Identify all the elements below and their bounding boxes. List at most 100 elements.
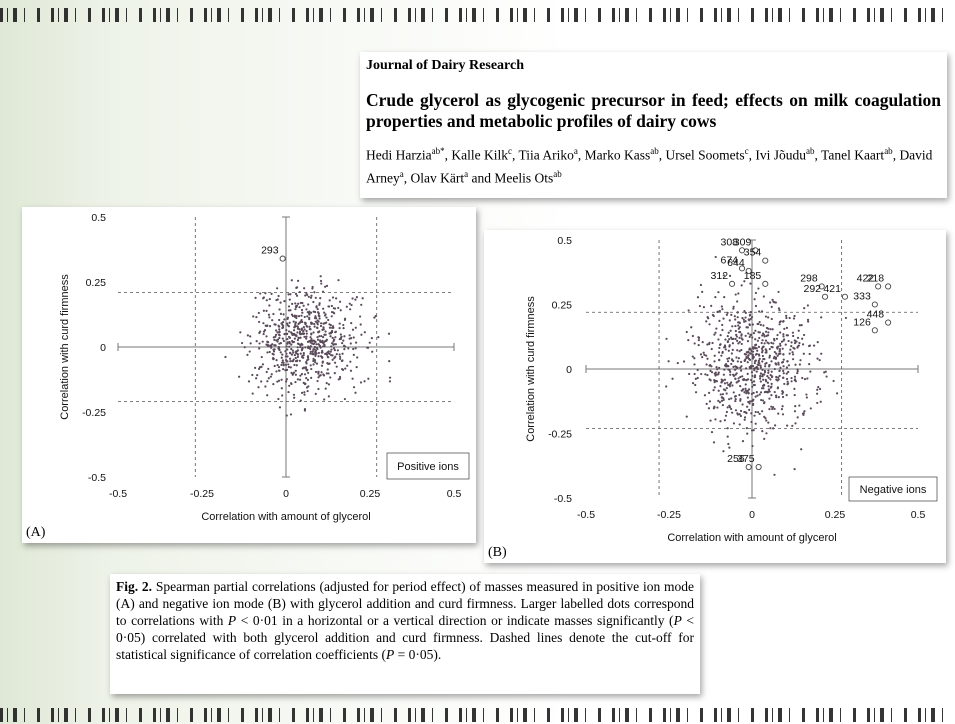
data-point [770,360,773,363]
data-point [757,322,760,326]
data-point [240,341,244,345]
data-point [308,325,311,328]
data-point [246,353,249,357]
data-point [724,348,727,351]
data-point [773,390,776,394]
data-point [278,328,281,331]
data-point [665,385,668,388]
data-point [808,344,811,348]
data-point [771,407,774,411]
data-point [722,317,725,320]
data-point [295,294,299,297]
data-point [286,348,289,351]
data-point [341,341,344,345]
data-point [726,427,729,430]
data-point [346,364,349,367]
data-point [327,395,330,398]
data-point [717,399,720,403]
data-point [286,360,289,363]
data-point [802,333,806,337]
data-point [748,400,752,403]
data-point [747,388,751,391]
data-point [272,358,275,361]
figure-panel-a: -0.5 -0.25 0 0.25 0.5 0.5 0.25 0 -0.25 -0.5 Correl… [22,207,476,543]
data-point [258,320,261,324]
data-point [309,350,312,353]
data-point [291,314,295,318]
data-point [803,377,807,381]
data-point [817,385,820,389]
data-point [691,355,694,358]
x-tick-label: 0.25 [825,509,846,521]
data-point [794,422,797,425]
data-point [239,331,242,334]
data-point [744,367,748,370]
data-point [334,336,337,339]
data-point [268,304,271,307]
author-list: Hedi Harziaab*, Kalle Kilkc, Tiia Arikoa… [366,146,933,185]
data-point [224,355,227,359]
data-point [303,393,306,396]
data-point [789,348,792,351]
author-affiliation: c [744,146,749,156]
data-point [300,327,304,330]
data-point [754,410,757,414]
point-label: 354 [744,247,762,259]
data-point [731,325,734,328]
legend-label: Positive ions [397,461,459,473]
data-point [259,292,262,295]
data-point [388,380,392,383]
data-point [754,343,758,346]
point-label: 312 [711,270,729,282]
data-point [322,326,325,329]
y-tick-label: -0.25 [548,429,572,441]
data-point [779,320,782,323]
caption-text-3: < 0·05) correlated with both glycerol ad… [116,613,694,662]
data-point [746,326,749,329]
data-point [320,371,323,374]
x-tick-label: 0.5 [447,488,462,500]
data-point [272,383,275,386]
data-point [731,358,734,362]
data-point [262,296,266,299]
data-point [248,350,251,353]
data-point [746,396,749,399]
data-point [764,378,767,381]
data-point [294,333,297,337]
data-point [325,339,328,342]
data-point [316,338,320,341]
data-point [753,375,757,379]
caption-p-3: P [386,647,395,662]
y-tick-label: -0.5 [554,493,572,505]
data-point [294,356,297,360]
data-point [314,361,317,364]
data-point [361,297,364,300]
data-point [704,373,707,376]
data-point [348,302,351,305]
data-point [312,331,315,334]
data-point [315,362,319,365]
data-point [296,331,299,334]
data-point [780,340,784,343]
labelled-point [745,463,752,471]
data-point [303,391,306,394]
panel-label-b: (B) [488,545,507,560]
data-point [727,442,730,446]
data-point [755,365,758,369]
data-point [337,306,340,310]
data-point [287,309,291,312]
data-point [767,316,770,319]
data-point [257,386,260,389]
data-point [333,349,337,352]
data-point [746,340,750,343]
scatter-plot-positive-ions: -0.5 -0.25 0 0.25 0.5 0.5 0.25 0 -0.25 -0.5 Correl… [59,212,470,523]
data-point [246,334,249,337]
data-point [708,323,711,326]
data-point [309,336,312,339]
data-point [289,293,292,296]
data-point [781,405,784,408]
data-point [305,291,308,295]
data-point [305,360,308,364]
data-point [724,338,727,341]
data-point [737,321,740,324]
